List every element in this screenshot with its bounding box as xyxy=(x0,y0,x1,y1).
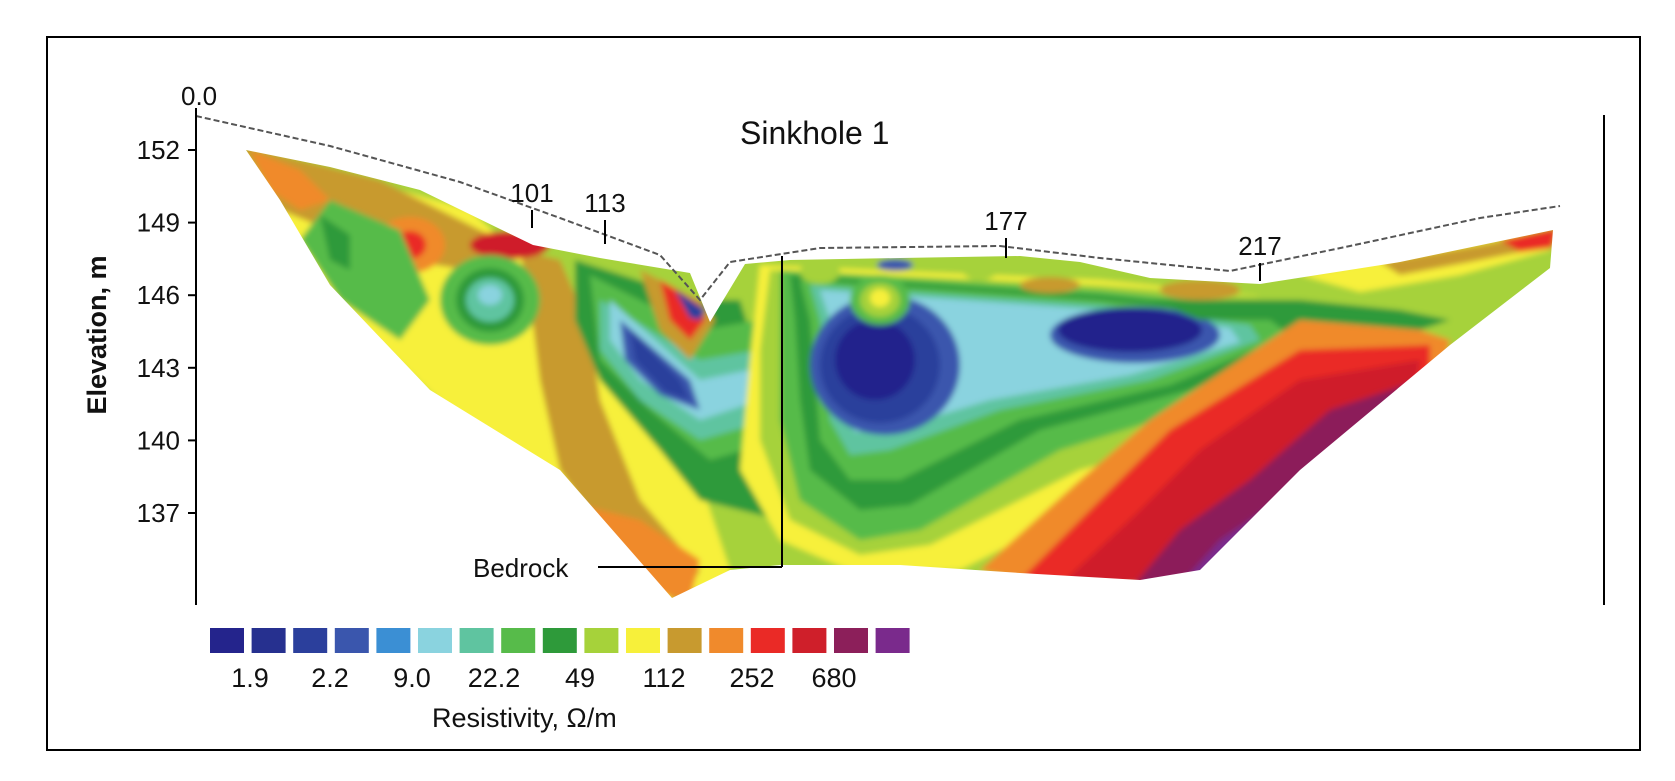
chart-title: Sinkhole 1 xyxy=(740,115,889,151)
colorbar-swatch xyxy=(584,628,619,653)
colorbar-swatch xyxy=(376,628,411,653)
distance-marker-label: 101 xyxy=(510,178,553,208)
colorbar-swatch xyxy=(792,628,827,653)
colorbar-tick-label: 1.9 xyxy=(231,663,269,693)
colorbar-swatch xyxy=(667,628,702,653)
colorbar-swatch xyxy=(875,628,910,653)
colorbar-tick-label: 680 xyxy=(811,663,856,693)
colorbar-swatch xyxy=(750,628,785,653)
colorbar-swatch xyxy=(251,628,286,653)
colorbar-swatch xyxy=(626,628,660,653)
origin-label: 0.0 xyxy=(181,81,217,111)
colorbar-swatch xyxy=(501,628,536,653)
colorbar-swatch xyxy=(210,628,244,653)
colorbar-tick-label: 112 xyxy=(642,663,685,693)
colorbar-label: Resistivity, Ω/m xyxy=(432,703,617,733)
colorbar-swatch xyxy=(418,628,452,653)
distance-markers: 101 113 177 217 xyxy=(510,178,1282,281)
colorbar-swatch xyxy=(293,628,328,653)
ground-surface-line xyxy=(195,115,1561,302)
y-axis-ticks: 152 149 146 143 140 137 xyxy=(137,135,196,528)
distance-marker-label: 113 xyxy=(584,188,625,218)
bedrock-label: Bedrock xyxy=(473,553,569,583)
distance-marker-label: 177 xyxy=(984,206,1027,236)
colorbar-swatch xyxy=(709,628,744,653)
colorbar-swatch xyxy=(459,628,494,653)
colorbar-tick-labels: 1.9 2.2 9.0 22.2 49 112 252 680 xyxy=(231,663,856,693)
colorbar-swatch xyxy=(834,628,868,653)
y-axis-label: Elevation, m xyxy=(82,255,112,414)
colorbar-tick-label: 49 xyxy=(565,663,595,693)
y-tick-label: 143 xyxy=(137,353,180,383)
distance-marker-label: 217 xyxy=(1238,231,1281,261)
y-tick-label: 137 xyxy=(137,498,180,528)
y-tick-label: 152 xyxy=(137,135,180,165)
colorbar-tick-label: 252 xyxy=(729,663,774,693)
colorbar-swatch xyxy=(542,628,577,653)
colorbar-tick-label: 9.0 xyxy=(393,663,431,693)
colorbar-tick-label: 22.2 xyxy=(468,663,521,693)
y-tick-label: 140 xyxy=(137,425,180,455)
colorbar-swatch xyxy=(334,628,369,653)
colorbar xyxy=(210,628,910,653)
y-tick-label: 149 xyxy=(137,208,180,238)
y-tick-label: 146 xyxy=(137,280,180,310)
colorbar-tick-label: 2.2 xyxy=(311,663,349,693)
